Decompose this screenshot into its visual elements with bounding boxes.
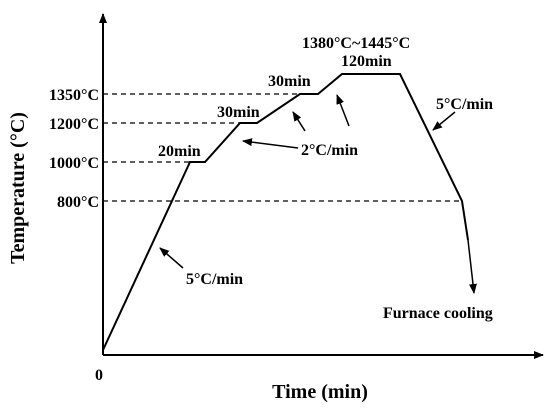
furnace-cooling-label: Furnace cooling xyxy=(383,305,493,322)
y-tick-label-1000: 1000°C xyxy=(49,155,99,172)
x-axis-title: Time (min) xyxy=(272,381,368,403)
sinter-range-label: 1380°C~1445°C xyxy=(302,35,410,52)
arrow-sinter-ramp xyxy=(336,94,350,127)
hold-label-1200: 30min xyxy=(217,104,260,121)
hold-label-1350: 30min xyxy=(268,73,311,90)
arrow-heat-slow-b xyxy=(292,111,306,132)
hold-label-1000: 20min xyxy=(158,143,201,160)
arrow-furnace-cooling xyxy=(467,239,477,294)
y-tick-label-1350: 1350°C xyxy=(49,87,99,104)
y-tick-label-1200: 1200°C xyxy=(49,116,99,133)
heating-rate-slow-label: 2°C/min xyxy=(301,142,358,159)
arrow-heat-fast xyxy=(159,247,184,269)
arrow-cool xyxy=(432,111,456,131)
origin-label: 0 xyxy=(95,367,103,384)
cooling-rate-label: 5°C/min xyxy=(436,96,493,113)
y-tick-label-800: 800°C xyxy=(57,194,99,211)
arrow-heat-slow-a xyxy=(242,138,299,149)
heating-rate-fast-label: 5°C/min xyxy=(186,271,243,288)
y-axis-title: Temperature (°C) xyxy=(7,112,29,264)
hold-label-sinter: 120min xyxy=(341,53,392,70)
temperature-profile-line xyxy=(102,73,469,351)
